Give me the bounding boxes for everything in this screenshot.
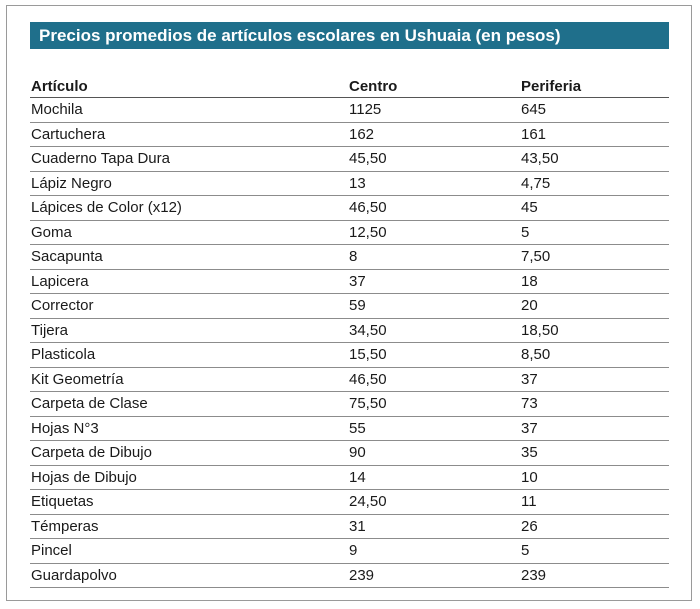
cell-articulo: Pincel — [30, 538, 348, 564]
cell-articulo: Hojas de Dibujo — [30, 465, 348, 490]
cell-periferia: 73 — [520, 391, 669, 417]
table-row: Mochila 1125 645 — [30, 97, 669, 123]
cell-articulo: Plasticola — [30, 342, 348, 368]
cell-centro: 37 — [348, 269, 520, 294]
cell-articulo: Mochila — [30, 97, 348, 123]
cell-centro: 239 — [348, 563, 520, 588]
cell-centro: 9 — [348, 538, 520, 564]
cell-centro: 24,50 — [348, 489, 520, 515]
cell-articulo: Lápiz Negro — [30, 171, 348, 196]
header-periferia: Periferia — [520, 75, 669, 98]
cell-articulo: Lapicera — [30, 269, 348, 294]
cell-periferia: 35 — [520, 440, 669, 466]
cell-periferia: 11 — [520, 489, 669, 515]
cell-periferia: 5 — [520, 538, 669, 564]
table-header-row: Artículo Centro Periferia — [30, 75, 669, 98]
cell-articulo: Sacapunta — [30, 244, 348, 270]
cell-articulo: Lápices de Color (x12) — [30, 195, 348, 221]
cell-centro: 46,50 — [348, 367, 520, 392]
cell-centro: 34,50 — [348, 318, 520, 343]
cell-articulo: Guardapolvo — [30, 563, 348, 588]
cell-periferia: 5 — [520, 220, 669, 245]
table-row: Sacapunta 8 7,50 — [30, 244, 669, 270]
cell-articulo: Témperas — [30, 514, 348, 539]
price-table: Artículo Centro Periferia Mochila 1125 6… — [30, 75, 669, 588]
cell-periferia: 26 — [520, 514, 669, 539]
cell-centro: 75,50 — [348, 391, 520, 417]
table-row: Carpeta de Clase 75,50 73 — [30, 391, 669, 417]
cell-articulo: Corrector — [30, 293, 348, 319]
header-articulo: Artículo — [30, 75, 348, 98]
table-row: Kit Geometría 46,50 37 — [30, 367, 669, 392]
table-title: Precios promedios de artículos escolares… — [30, 22, 669, 49]
table-row: Goma 12,50 5 — [30, 220, 669, 245]
cell-articulo: Cuaderno Tapa Dura — [30, 146, 348, 172]
cell-periferia: 45 — [520, 195, 669, 221]
cell-centro: 162 — [348, 122, 520, 147]
table-row: Etiquetas 24,50 11 — [30, 489, 669, 515]
table-row: Tijera 34,50 18,50 — [30, 318, 669, 343]
cell-periferia: 37 — [520, 367, 669, 392]
cell-articulo: Hojas N°3 — [30, 416, 348, 441]
cell-periferia: 20 — [520, 293, 669, 319]
cell-periferia: 645 — [520, 97, 669, 123]
table-row: Hojas de Dibujo 14 10 — [30, 465, 669, 490]
table-row: Guardapolvo 239 239 — [30, 563, 669, 588]
cell-articulo: Goma — [30, 220, 348, 245]
table-row: Corrector 59 20 — [30, 293, 669, 319]
cell-periferia: 18 — [520, 269, 669, 294]
cell-periferia: 10 — [520, 465, 669, 490]
header-centro: Centro — [348, 75, 520, 98]
cell-centro: 90 — [348, 440, 520, 466]
cell-centro: 45,50 — [348, 146, 520, 172]
table-row: Lápiz Negro 13 4,75 — [30, 171, 669, 196]
table-row: Hojas N°3 55 37 — [30, 416, 669, 441]
cell-periferia: 37 — [520, 416, 669, 441]
cell-periferia: 18,50 — [520, 318, 669, 343]
table-row: Lapicera 37 18 — [30, 269, 669, 294]
cell-periferia: 43,50 — [520, 146, 669, 172]
cell-periferia: 239 — [520, 563, 669, 588]
cell-centro: 15,50 — [348, 342, 520, 368]
cell-centro: 31 — [348, 514, 520, 539]
cell-articulo: Carpeta de Dibujo — [30, 440, 348, 466]
cell-centro: 8 — [348, 244, 520, 270]
table-row: Cuaderno Tapa Dura 45,50 43,50 — [30, 146, 669, 172]
table-row: Carpeta de Dibujo 90 35 — [30, 440, 669, 466]
cell-articulo: Kit Geometría — [30, 367, 348, 392]
table-row: Témperas 31 26 — [30, 514, 669, 539]
cell-articulo: Tijera — [30, 318, 348, 343]
cell-centro: 55 — [348, 416, 520, 441]
cell-periferia: 4,75 — [520, 171, 669, 196]
cell-centro: 13 — [348, 171, 520, 196]
cell-centro: 59 — [348, 293, 520, 319]
cell-articulo: Etiquetas — [30, 489, 348, 515]
cell-articulo: Cartuchera — [30, 122, 348, 147]
cell-periferia: 161 — [520, 122, 669, 147]
cell-centro: 12,50 — [348, 220, 520, 245]
cell-centro: 1125 — [348, 97, 520, 123]
table-row: Cartuchera 162 161 — [30, 122, 669, 147]
cell-articulo: Carpeta de Clase — [30, 391, 348, 417]
table-row: Pincel 9 5 — [30, 538, 669, 564]
cell-centro: 14 — [348, 465, 520, 490]
cell-periferia: 8,50 — [520, 342, 669, 368]
table-row: Plasticola 15,50 8,50 — [30, 342, 669, 368]
cell-centro: 46,50 — [348, 195, 520, 221]
table-row: Lápices de Color (x12) 46,50 45 — [30, 195, 669, 221]
cell-periferia: 7,50 — [520, 244, 669, 270]
